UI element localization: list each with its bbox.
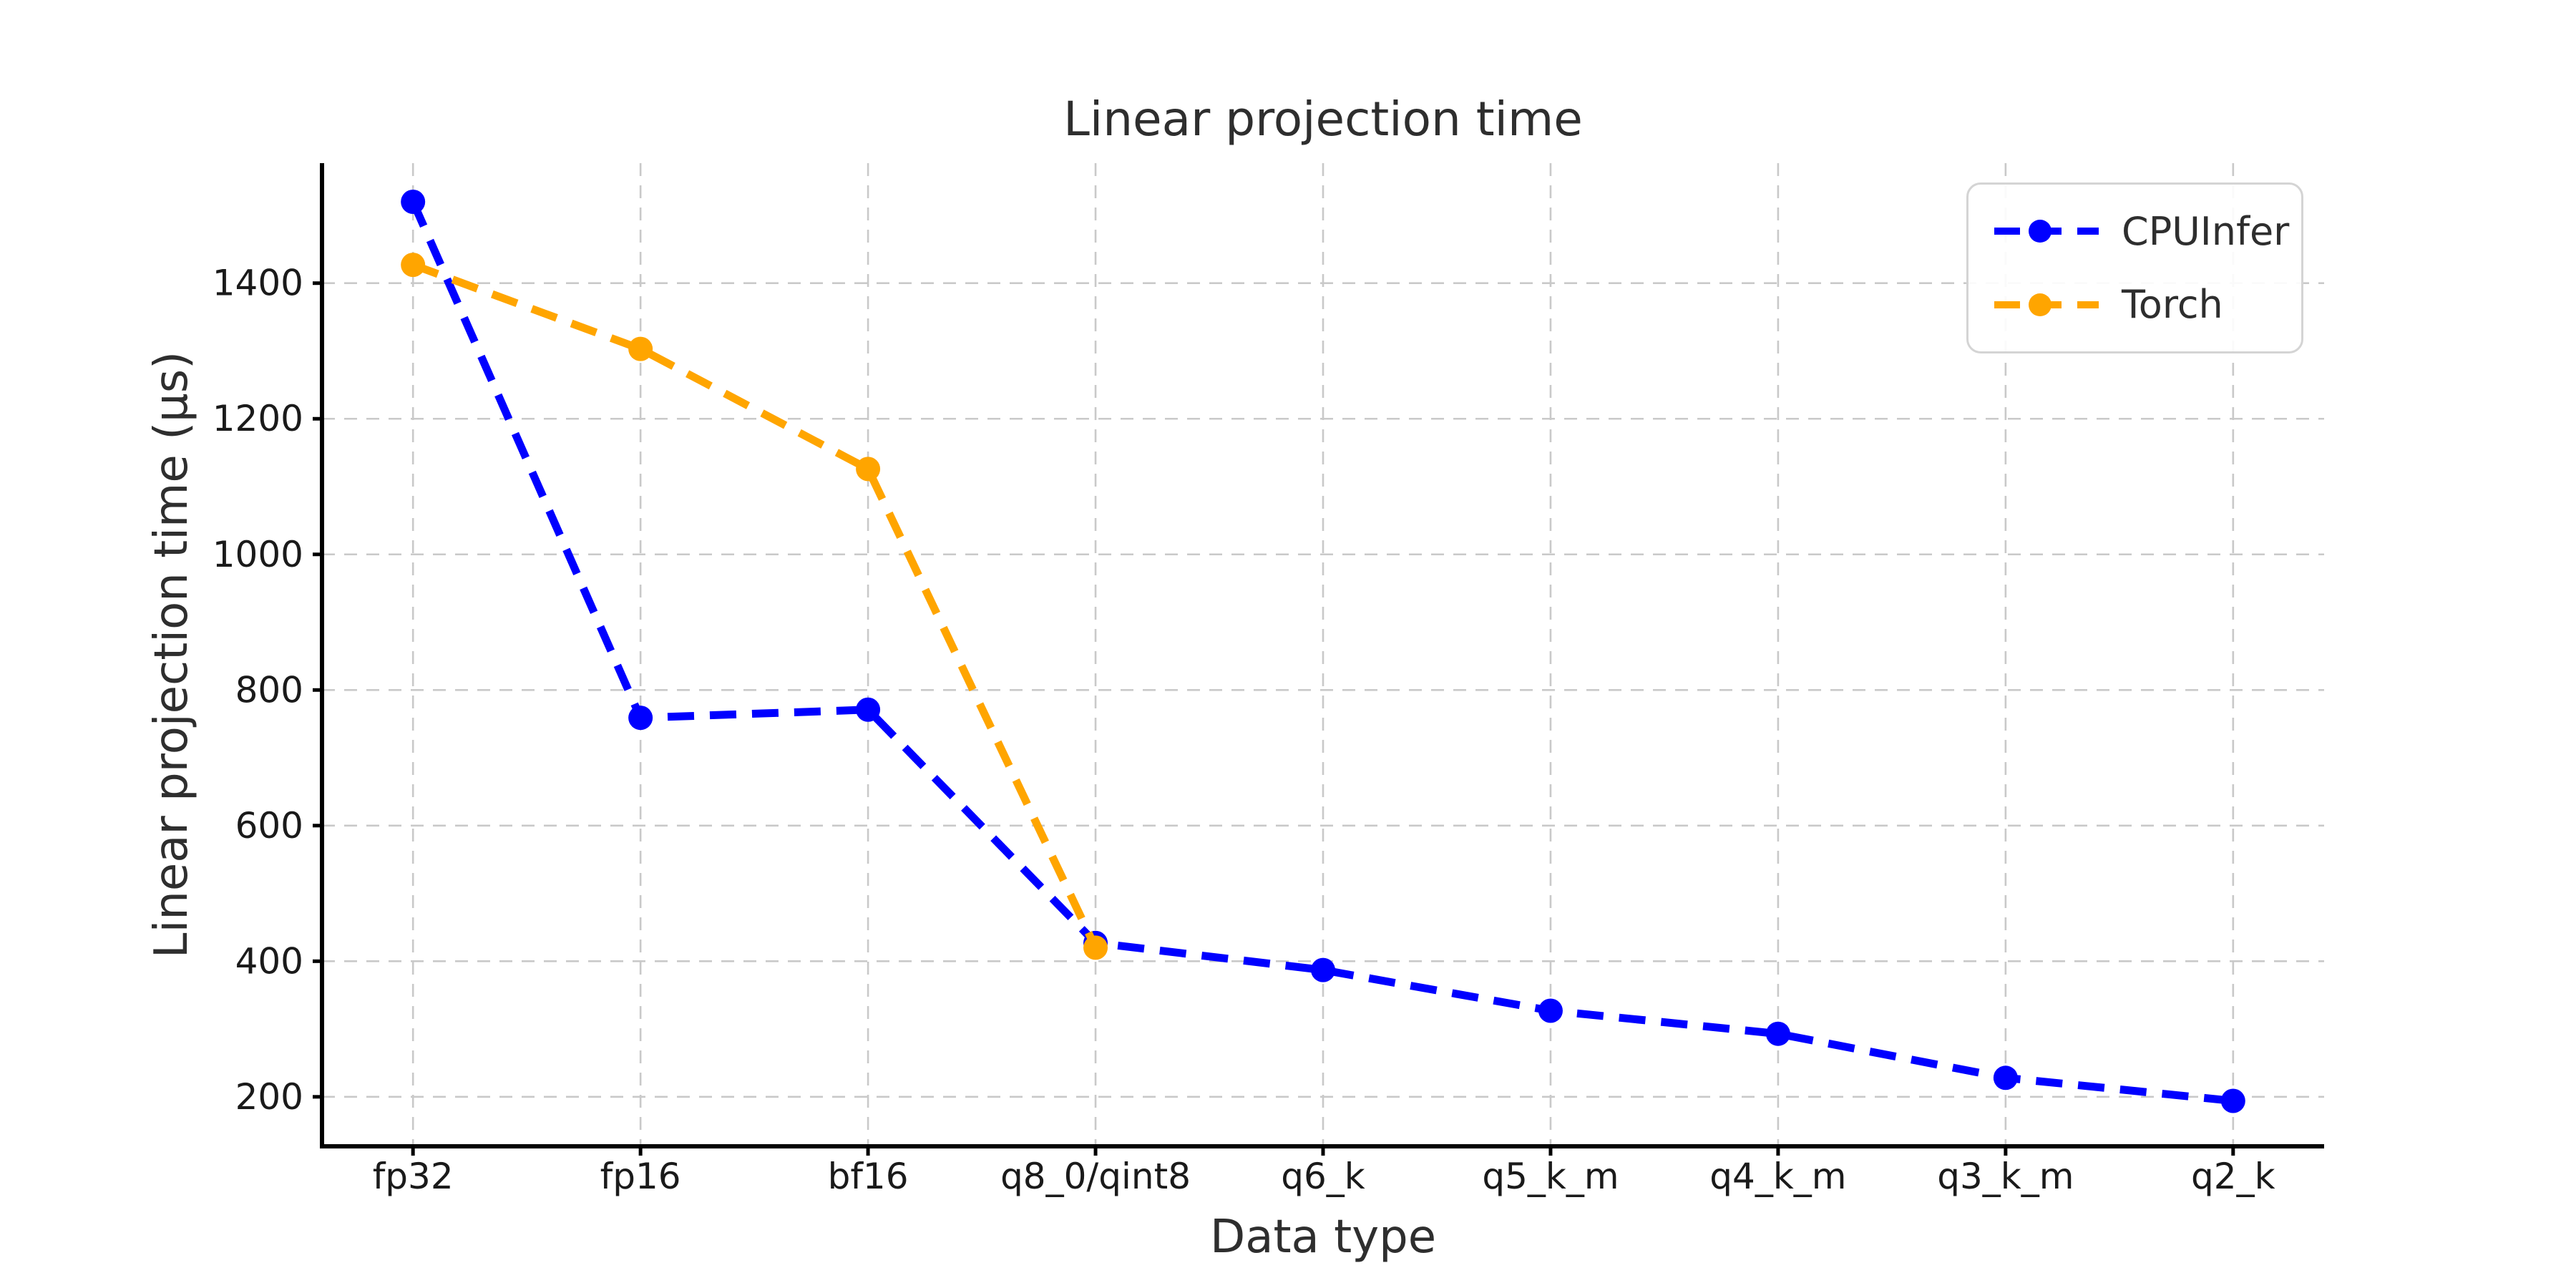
y-tick-label: 600 <box>235 805 303 847</box>
x-tick-label: q8_0/qint8 <box>1000 1156 1191 1197</box>
legend-line-sample <box>1994 293 2099 316</box>
y-tick-label: 800 <box>235 669 303 711</box>
data-point-marker-cpuinfer <box>401 190 426 215</box>
data-point-marker-cpuinfer <box>1538 998 1563 1023</box>
x-tick-label: q6_k <box>1281 1156 1365 1197</box>
legend-label: Torch <box>2122 282 2223 328</box>
x-tick-label: fp16 <box>600 1156 681 1197</box>
x-tick-label: bf16 <box>828 1156 909 1197</box>
y-tick-label: 200 <box>235 1076 303 1118</box>
legend-label: CPUInfer <box>2122 208 2290 254</box>
data-point-marker-cpuinfer <box>1311 957 1335 982</box>
x-tick-label: q5_k_m <box>1482 1156 1619 1197</box>
chart-title: Linear projection time <box>1063 92 1583 147</box>
x-axis-label: Data type <box>1209 1211 1437 1264</box>
y-tick-label: 1400 <box>213 263 303 304</box>
data-point-marker-cpuinfer <box>2220 1088 2245 1113</box>
legend-item-cpuinfer: CPUInfer <box>1993 209 2301 254</box>
legend-marker <box>2029 293 2051 316</box>
x-tick-label: fp32 <box>373 1156 454 1197</box>
legend-marker <box>2029 220 2051 243</box>
y-tick-label: 1200 <box>213 398 303 439</box>
data-point-marker-cpuinfer <box>856 697 881 722</box>
data-point-marker-cpuinfer <box>1993 1065 2018 1091</box>
y-tick-label: 400 <box>235 940 303 982</box>
legend-item-torch: Torch <box>1993 282 2301 327</box>
y-axis-label: Linear projection time (μs) <box>145 351 198 959</box>
y-tick-label: 1000 <box>213 534 303 575</box>
data-point-marker-torch <box>1083 935 1108 960</box>
data-point-marker-torch <box>628 336 653 361</box>
data-point-marker-torch <box>856 457 881 482</box>
legend-line-sample <box>1994 220 2099 243</box>
data-point-marker-cpuinfer <box>628 706 653 731</box>
legend: CPUInfer Torch <box>1966 182 2303 353</box>
data-point-marker-torch <box>401 253 426 278</box>
x-tick-label: q2_k <box>2191 1156 2275 1197</box>
x-tick-label: q4_k_m <box>1709 1156 1846 1197</box>
series-line-cpuinfer <box>409 200 2234 1105</box>
x-tick-label: q3_k_m <box>1937 1156 2074 1197</box>
series-line-torch <box>411 260 1100 950</box>
data-point-marker-cpuinfer <box>1765 1021 1790 1046</box>
